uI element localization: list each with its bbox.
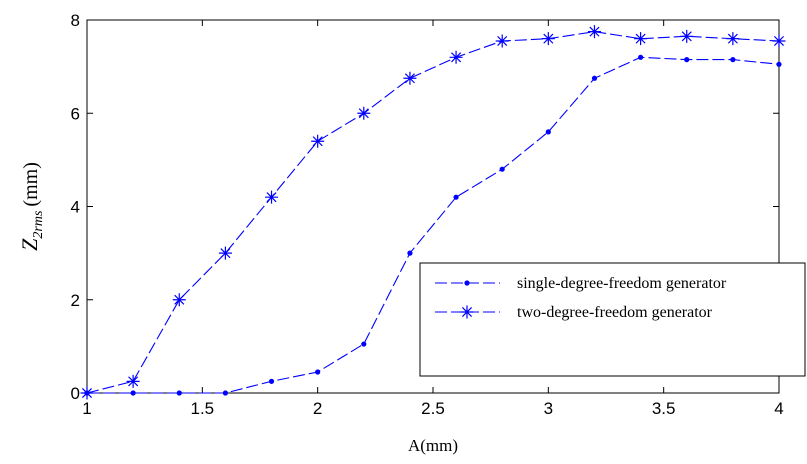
x-tick-label: 2.5 [421, 399, 445, 418]
legend-item-1: single-degree-freedom generator [435, 275, 727, 292]
legend: single-degree-freedom generator two-degre… [419, 262, 806, 377]
series-2-point [634, 32, 648, 46]
series-2-point [772, 34, 786, 48]
series-1-point [130, 390, 136, 396]
legend-label: two-degree-freedom generator [517, 304, 713, 321]
y-tick-label: 0 [71, 384, 80, 403]
series-1-point [638, 54, 644, 60]
series-1-point [361, 341, 367, 347]
x-tick-label: 3.5 [652, 399, 676, 418]
legend-marker [460, 305, 474, 319]
series-2-point [726, 32, 740, 46]
x-tick-label: 2 [313, 399, 322, 418]
series-2-point [403, 71, 417, 85]
series-1-point [453, 194, 459, 200]
series-1-point [499, 166, 505, 172]
series-1-point [730, 57, 736, 63]
series-1-point [407, 250, 413, 256]
series-1-point [591, 75, 598, 81]
legend-label: single-degree-freedom generator [517, 275, 727, 292]
series-2-point [311, 134, 325, 148]
x-tick-label: 1 [82, 399, 91, 418]
legend-item-2: two-degree-freedom generator [435, 304, 713, 321]
series-2 [80, 25, 786, 400]
series-1-point [315, 369, 321, 375]
series-2-point [126, 374, 140, 388]
series-1-point [268, 378, 275, 384]
x-tick-label: 4 [774, 399, 783, 418]
series-1-line [87, 56, 780, 394]
y-axis-label-unit: (mm) [20, 162, 42, 206]
series-1-point [222, 390, 228, 396]
series-group [80, 25, 786, 400]
series-2-line [86, 31, 780, 394]
series-2-point [265, 190, 279, 204]
x-tick-label: 1.5 [191, 399, 215, 418]
axis-ticks: 1 1.5 2 2.5 3 3.5 4 0 2 4 6 8 [71, 11, 784, 418]
series-1 [84, 54, 782, 396]
series-2-point [587, 25, 601, 39]
y-tick-label: 4 [71, 198, 80, 217]
series-2-point [80, 386, 94, 400]
series-2-point [680, 29, 694, 43]
y-axis-label: Z2rms (mm) [17, 162, 46, 251]
series-2-point [172, 293, 186, 307]
series-2-point [495, 34, 509, 48]
x-tick-label: 3 [544, 399, 553, 418]
series-1-point [176, 390, 182, 396]
y-tick-label: 8 [71, 11, 80, 30]
series-1-point [545, 129, 551, 135]
series-1-point [684, 57, 690, 63]
legend-marker [464, 280, 470, 286]
y-axis-label-main: Z [17, 238, 42, 251]
y-axis-label-subscript: 2rms [31, 210, 46, 239]
series-2-point [449, 50, 463, 64]
legend-box [419, 262, 806, 377]
series-1-point [776, 61, 782, 67]
y-tick-label: 2 [71, 291, 80, 310]
y-tick-label: 6 [71, 104, 80, 123]
x-axis-label: A(mm) [408, 436, 458, 455]
series-2-point [541, 32, 555, 46]
series-2-point [357, 106, 371, 120]
series-2-point [218, 246, 232, 260]
